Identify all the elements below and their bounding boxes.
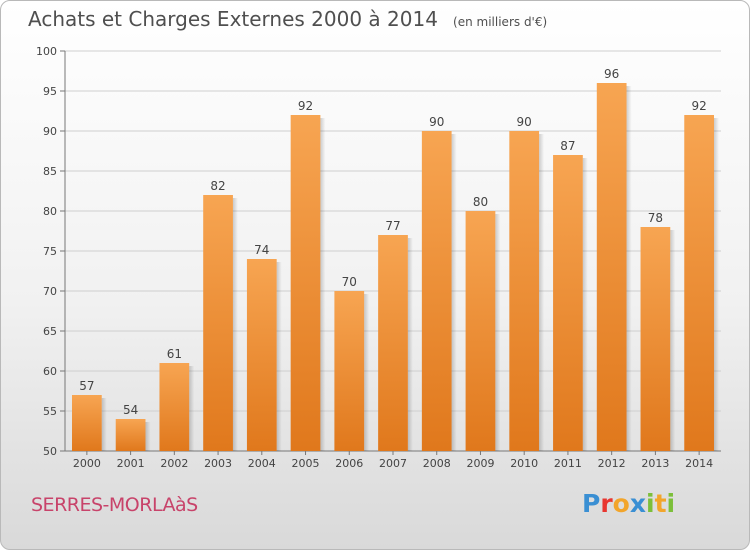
data-label: 54 bbox=[123, 403, 138, 417]
x-tick-label: 2003 bbox=[204, 457, 232, 470]
y-tick-label: 85 bbox=[43, 165, 57, 178]
bar bbox=[640, 227, 671, 451]
data-labels: 57 54 61 82 74 92 70 77 90 80 90 87 96 78 92 bbox=[79, 67, 707, 417]
bar-shadow bbox=[145, 422, 151, 451]
bar-shadow bbox=[582, 158, 588, 451]
bar-shadow bbox=[670, 230, 676, 451]
y-tick-label: 100 bbox=[36, 45, 57, 58]
bar bbox=[465, 211, 496, 451]
y-tick-label: 75 bbox=[43, 245, 57, 258]
bar-shadow bbox=[276, 262, 282, 451]
bar-shadow bbox=[407, 238, 413, 451]
bar-shadow bbox=[495, 214, 501, 451]
bar-shadow bbox=[364, 294, 370, 451]
bar bbox=[334, 291, 365, 451]
data-label: 74 bbox=[254, 243, 269, 257]
bar bbox=[378, 235, 408, 451]
logo-letter: r bbox=[600, 489, 613, 518]
bar bbox=[203, 195, 233, 451]
y-tick-label: 95 bbox=[43, 85, 57, 98]
x-tick-label: 2008 bbox=[423, 457, 451, 470]
bar bbox=[553, 155, 583, 451]
y-tick-label: 65 bbox=[43, 325, 57, 338]
logo-letter: i bbox=[666, 489, 676, 518]
bar-shadow bbox=[101, 398, 107, 451]
bar-shadow bbox=[189, 366, 195, 451]
y-tick-label: 80 bbox=[43, 205, 57, 218]
logo-letter: t bbox=[654, 489, 667, 518]
y-tick-label: 70 bbox=[43, 285, 57, 298]
data-label: 96 bbox=[604, 67, 619, 81]
x-tick-label: 2011 bbox=[554, 457, 582, 470]
x-tick-label: 2005 bbox=[292, 457, 320, 470]
logo-letter: P bbox=[582, 489, 601, 518]
data-label: 77 bbox=[385, 219, 400, 233]
bar bbox=[290, 115, 321, 451]
data-label: 92 bbox=[691, 99, 706, 113]
bar bbox=[246, 259, 277, 451]
bar bbox=[509, 131, 540, 451]
x-tick-label: 2010 bbox=[510, 457, 538, 470]
x-tick-label: 2009 bbox=[466, 457, 494, 470]
bar-shadow bbox=[626, 86, 632, 451]
data-label: 70 bbox=[342, 275, 357, 289]
y-tick-label: 60 bbox=[43, 365, 57, 378]
bars bbox=[71, 83, 720, 451]
y-tick-label: 90 bbox=[43, 125, 57, 138]
x-tick-label: 2004 bbox=[248, 457, 276, 470]
bar-shadow bbox=[539, 134, 545, 451]
y-tick-label: 55 bbox=[43, 405, 57, 418]
logo-letter: i bbox=[646, 489, 655, 518]
data-label: 87 bbox=[560, 139, 575, 153]
data-label: 82 bbox=[210, 179, 225, 193]
data-label: 57 bbox=[79, 379, 94, 393]
unit-text: (en milliers d'€) bbox=[453, 15, 548, 29]
proxiti-logo: Proxiti bbox=[582, 489, 675, 518]
data-label: 90 bbox=[517, 115, 532, 129]
data-label: 92 bbox=[298, 99, 313, 113]
logo-letter: x bbox=[629, 489, 646, 518]
bar bbox=[159, 363, 190, 451]
bar-shadow bbox=[320, 118, 326, 451]
bar bbox=[684, 115, 715, 451]
chart-title: Achats et Charges Externes 2000 à 2014 (… bbox=[28, 7, 547, 31]
data-label: 61 bbox=[167, 347, 182, 361]
bar bbox=[421, 131, 452, 451]
x-tick-label: 2001 bbox=[117, 457, 145, 470]
bar bbox=[596, 83, 627, 451]
x-tick-label: 2002 bbox=[160, 457, 188, 470]
x-tick-label: 2013 bbox=[641, 457, 669, 470]
x-tick-label: 2012 bbox=[598, 457, 626, 470]
x-tick-label: 2007 bbox=[379, 457, 407, 470]
data-label: 90 bbox=[429, 115, 444, 129]
logo-letter: o bbox=[612, 489, 630, 518]
x-tick-label: 2000 bbox=[73, 457, 101, 470]
tick-labels: 50 55 60 65 70 75 80 85 90 95 100 2000 2001 2002 2003 2… bbox=[36, 45, 713, 470]
data-label: 80 bbox=[473, 195, 488, 209]
bar-shadow bbox=[714, 118, 720, 451]
title-text: Achats et Charges Externes 2000 à 2014 bbox=[28, 7, 438, 31]
x-tick-label: 2006 bbox=[335, 457, 363, 470]
bar-shadow bbox=[451, 134, 457, 451]
commune-name: SERRES-MORLAàS bbox=[31, 494, 198, 516]
y-tick-label: 50 bbox=[43, 445, 57, 458]
x-tick-label: 2014 bbox=[685, 457, 713, 470]
data-label: 78 bbox=[648, 211, 663, 225]
bar bbox=[115, 419, 146, 451]
bar-shadow bbox=[232, 198, 238, 451]
bar bbox=[71, 395, 102, 451]
